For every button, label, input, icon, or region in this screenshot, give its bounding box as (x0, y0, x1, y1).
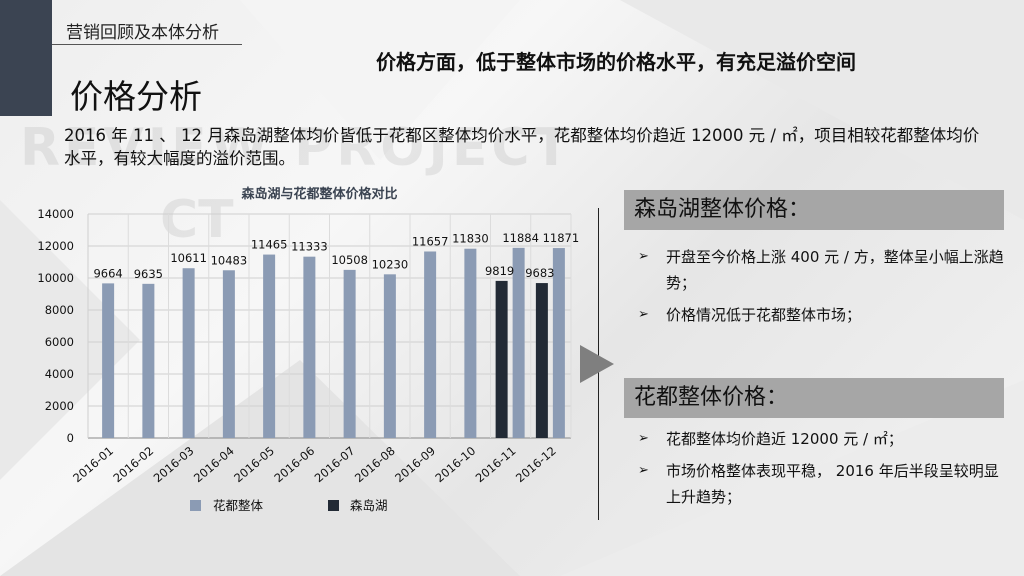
bullet-arrow-icon: ➢ (638, 249, 649, 264)
x-tick-label: 2016-04 (191, 444, 237, 486)
bar-huadu (343, 269, 356, 438)
bar-sendaohu (495, 280, 508, 438)
bar-huadu (512, 247, 525, 438)
watermark-text-2: CT (160, 190, 234, 250)
panel-bullets-huadu: ➢ 花都整体均价趋近 12000 元 / ㎡； ➢ 市场价格整体表现平稳， 2016… (638, 426, 1004, 516)
intro-paragraph: 2016 年 11 、 12 月森岛湖整体均价皆低于花都区整体均价水平，花都整体… (64, 126, 980, 168)
data-label-huadu: 10508 (331, 253, 368, 267)
data-label-huadu: 10230 (372, 257, 409, 271)
bullet-arrow-icon: ➢ (638, 431, 649, 446)
x-tick-label: 2016-02 (110, 444, 156, 486)
data-label-sendaohu: 9819 (485, 264, 514, 278)
data-label-huadu: 11657 (412, 234, 449, 248)
y-tick-label: 0 (67, 431, 74, 445)
price-comparison-chart: 森岛湖与花都整体价格对比 0 2000 4000 6000 8000 10000 12000 1… (37, 186, 580, 513)
bar-huadu (464, 248, 477, 438)
panel-title-sendaohu: 森岛湖整体价格： (624, 190, 1004, 230)
list-item: ➢ 花都整体均价趋近 12000 元 / ㎡； (638, 426, 1004, 452)
x-tick-label: 2016-06 (271, 444, 317, 486)
x-tick-label: 2016-07 (312, 444, 358, 486)
data-label-huadu: 11884 (502, 231, 539, 245)
x-tick-label: 2016-01 (70, 444, 116, 486)
x-tick-label: 2016-12 (513, 444, 559, 486)
bar-huadu (182, 268, 195, 438)
bar-huadu (142, 283, 155, 438)
section-title: 营销回顾及本体分析 (66, 23, 219, 43)
headline: 价格方面，低于整体市场的价格水平，有充足溢价空间 (376, 50, 856, 74)
legend-swatch-sendaohu (328, 500, 339, 511)
bullet-arrow-icon: ➢ (638, 463, 649, 478)
watermark-text: REVIEW PROJECT (20, 118, 573, 178)
list-item: ➢ 开盘至今价格上涨 400 元 / 方，整体呈小幅上涨趋势； (638, 244, 1004, 296)
page-title: 价格分析 (70, 77, 202, 116)
y-tick-label: 10000 (37, 271, 74, 285)
data-label-huadu: 10611 (170, 251, 207, 265)
x-tick-label: 2016-03 (151, 444, 197, 486)
data-label-sendaohu: 9683 (525, 266, 554, 280)
data-label-huadu: 9664 (93, 266, 122, 280)
y-tick-label: 14000 (37, 207, 74, 221)
legend-label-huadu: 花都整体 (213, 498, 264, 513)
panel-bullets-sendaohu: ➢ 开盘至今价格上涨 400 元 / 方，整体呈小幅上涨趋势； ➢ 价格情况低于花都… (638, 244, 1004, 334)
data-label-huadu: 9635 (134, 267, 163, 281)
bullet-arrow-icon: ➢ (638, 307, 649, 322)
bar-huadu (383, 274, 396, 438)
data-label-huadu: 11333 (291, 240, 328, 254)
y-tick-label: 12000 (37, 239, 74, 253)
data-label-huadu: 11830 (452, 232, 489, 246)
data-label-huadu: 11465 (251, 238, 288, 252)
y-tick-label: 6000 (45, 335, 74, 349)
bar-huadu (263, 254, 276, 438)
bar-huadu (424, 251, 437, 438)
title-underline (52, 44, 242, 45)
bar-sendaohu (535, 283, 548, 438)
y-tick-label: 4000 (45, 367, 74, 381)
list-item: ➢ 价格情况低于花都整体市场； (638, 302, 1004, 328)
legend-swatch-huadu (190, 500, 201, 511)
corner-accent-block (0, 0, 52, 116)
x-tick-label: 2016-05 (231, 444, 277, 486)
y-tick-label: 2000 (45, 399, 74, 413)
panel-title-huadu: 花都整体价格： (624, 378, 1004, 418)
arrow-right-icon (580, 345, 614, 383)
data-label-huadu: 11871 (543, 231, 580, 245)
x-tick-label: 2016-10 (432, 444, 478, 486)
chart-title: 森岛湖与花都整体价格对比 (241, 186, 397, 202)
x-tick-label: 2016-08 (352, 444, 398, 486)
y-tick-label: 8000 (45, 303, 74, 317)
x-tick-label: 2016-11 (473, 444, 519, 486)
bar-huadu (552, 248, 565, 438)
x-tick-label: 2016-09 (392, 444, 438, 486)
list-item: ➢ 市场价格整体表现平稳， 2016 年后半段呈较明显上升趋势； (638, 458, 1004, 510)
bar-huadu (303, 256, 316, 438)
legend-label-sendaohu: 森岛湖 (350, 498, 388, 513)
bar-huadu (222, 270, 235, 438)
data-label-huadu: 10483 (211, 253, 248, 267)
bar-huadu (102, 283, 115, 438)
